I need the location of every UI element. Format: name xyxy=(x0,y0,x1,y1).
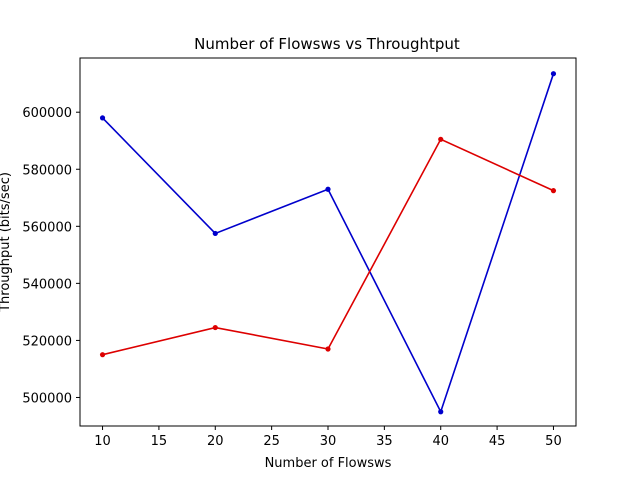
y-tick-label: 540000 xyxy=(22,277,72,292)
x-tick-label: 25 xyxy=(263,434,280,449)
series-2-point xyxy=(550,188,557,194)
y-tick-label: 560000 xyxy=(22,220,72,235)
series-1-point xyxy=(438,409,444,415)
x-axis: 10 15 20 25 30 35 40 45 50 xyxy=(94,426,562,449)
y-axis-label: Throughput (bits/sec) xyxy=(0,172,13,313)
x-tick-label: 20 xyxy=(207,434,224,449)
x-tick-label: 30 xyxy=(320,434,337,449)
x-tick-label: 35 xyxy=(376,434,393,449)
series-2-line xyxy=(102,138,554,356)
series-1-line xyxy=(101,73,555,414)
y-tick-label: 580000 xyxy=(22,163,72,178)
x-tick-label: 10 xyxy=(94,434,111,449)
plot-frame xyxy=(79,57,577,427)
y-tick-label: 500000 xyxy=(22,391,72,406)
y-tick-label: 600000 xyxy=(22,106,72,121)
series-2-point xyxy=(212,324,218,331)
chart-title: Number of Flowsws vs Throughtput xyxy=(194,35,460,53)
series-2-point xyxy=(99,352,106,358)
series-2-point xyxy=(325,346,331,352)
series-1-point xyxy=(550,71,557,77)
series-1-point xyxy=(212,230,218,237)
y-tick-label: 520000 xyxy=(22,334,72,349)
x-axis-label: Number of Flowsws xyxy=(265,456,392,471)
y-axis: 500000 520000 540000 560000 580000 600000 xyxy=(22,106,80,406)
x-tick-label: 50 xyxy=(545,434,562,449)
x-tick-label: 40 xyxy=(432,434,449,449)
series-2-point xyxy=(438,136,444,142)
series-1-point xyxy=(325,186,331,192)
series-1-point xyxy=(99,115,106,121)
x-tick-label: 15 xyxy=(151,434,168,449)
x-tick-label: 45 xyxy=(489,434,506,449)
plot-area xyxy=(99,71,557,415)
